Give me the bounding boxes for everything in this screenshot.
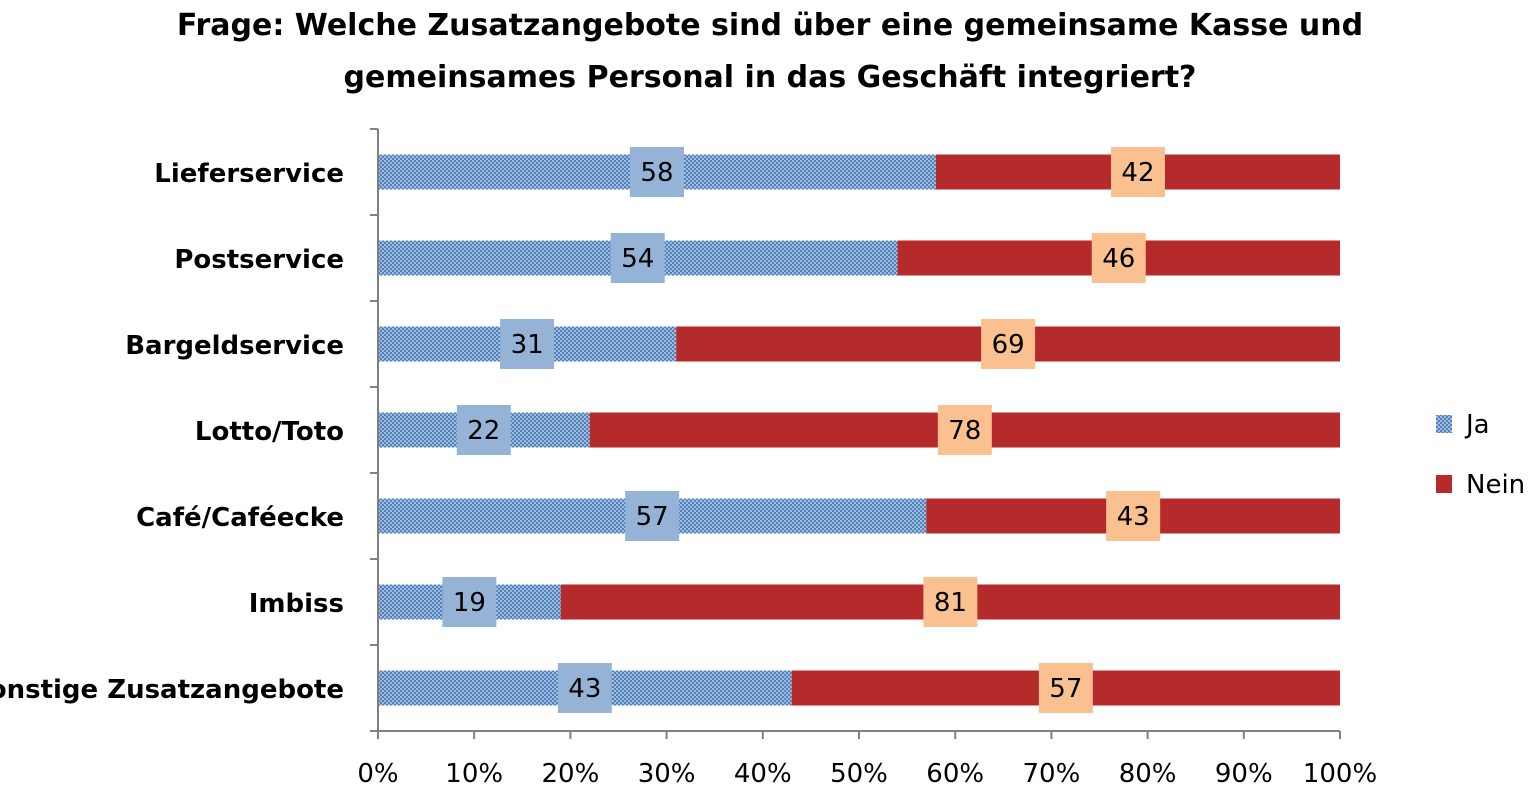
data-label-nein: 78 xyxy=(948,416,981,446)
legend-swatch-ja xyxy=(1436,415,1452,433)
data-label-nein: 43 xyxy=(1117,502,1150,532)
data-label-ja: 19 xyxy=(453,588,486,618)
category-label: Postservice xyxy=(174,245,344,275)
data-label-bg-ja xyxy=(625,491,680,541)
x-tick-label: 10% xyxy=(445,759,503,784)
x-tick-label: 60% xyxy=(926,759,984,784)
category-label: Lieferservice xyxy=(154,159,344,189)
x-tick-label: 70% xyxy=(1023,759,1081,784)
data-label-ja: 31 xyxy=(511,330,544,360)
data-label-bg-ja xyxy=(456,405,511,455)
data-label-ja: 58 xyxy=(640,158,673,188)
data-label-nein: 57 xyxy=(1049,674,1082,704)
data-label-bg-nein xyxy=(981,319,1036,369)
data-label-bg-nein xyxy=(1091,233,1146,283)
category-label: Lotto/Toto xyxy=(195,417,344,447)
data-label-ja: 22 xyxy=(467,416,500,446)
category-label: Bargeldservice xyxy=(125,331,344,361)
data-label-bg-nein xyxy=(1106,491,1161,541)
data-label-ja: 57 xyxy=(636,502,669,532)
data-label-bg-nein xyxy=(923,577,978,627)
data-label-bg-ja xyxy=(610,233,665,283)
legend-swatch-nein xyxy=(1436,475,1452,493)
data-label-ja: 54 xyxy=(621,244,654,274)
data-label-nein: 42 xyxy=(1121,158,1154,188)
x-tick-label: 20% xyxy=(542,759,600,784)
chart-title: Frage: Welche Zusatzangebote sind über e… xyxy=(176,8,1364,95)
category-label: Imbiss xyxy=(249,589,344,619)
legend-label-nein: Nein xyxy=(1466,470,1525,500)
data-label-bg-nein xyxy=(1110,147,1165,197)
data-label-bg-ja xyxy=(500,319,555,369)
x-tick-label: 40% xyxy=(734,759,792,784)
data-label-bg-ja xyxy=(629,147,684,197)
x-tick-label: 0% xyxy=(357,759,398,784)
data-label-nein: 81 xyxy=(934,588,967,618)
data-label-bg-ja xyxy=(442,577,497,627)
x-tick-label: 80% xyxy=(1119,759,1177,784)
data-label-bg-ja xyxy=(557,663,612,713)
x-tick-label: 30% xyxy=(638,759,696,784)
category-label: Sonstige Zusatzangebote xyxy=(0,675,344,705)
data-label-nein: 69 xyxy=(992,330,1025,360)
x-tick-label: 100% xyxy=(1303,759,1377,784)
x-tick-label: 50% xyxy=(830,759,888,784)
data-label-ja: 43 xyxy=(568,674,601,704)
data-label-bg-nein xyxy=(1038,663,1093,713)
x-tick-label: 90% xyxy=(1215,759,1273,784)
legend-label-ja: Ja xyxy=(1464,410,1490,440)
category-label: Café/Caféecke xyxy=(136,503,344,533)
data-label-nein: 46 xyxy=(1102,244,1135,274)
data-label-bg-nein xyxy=(937,405,992,455)
